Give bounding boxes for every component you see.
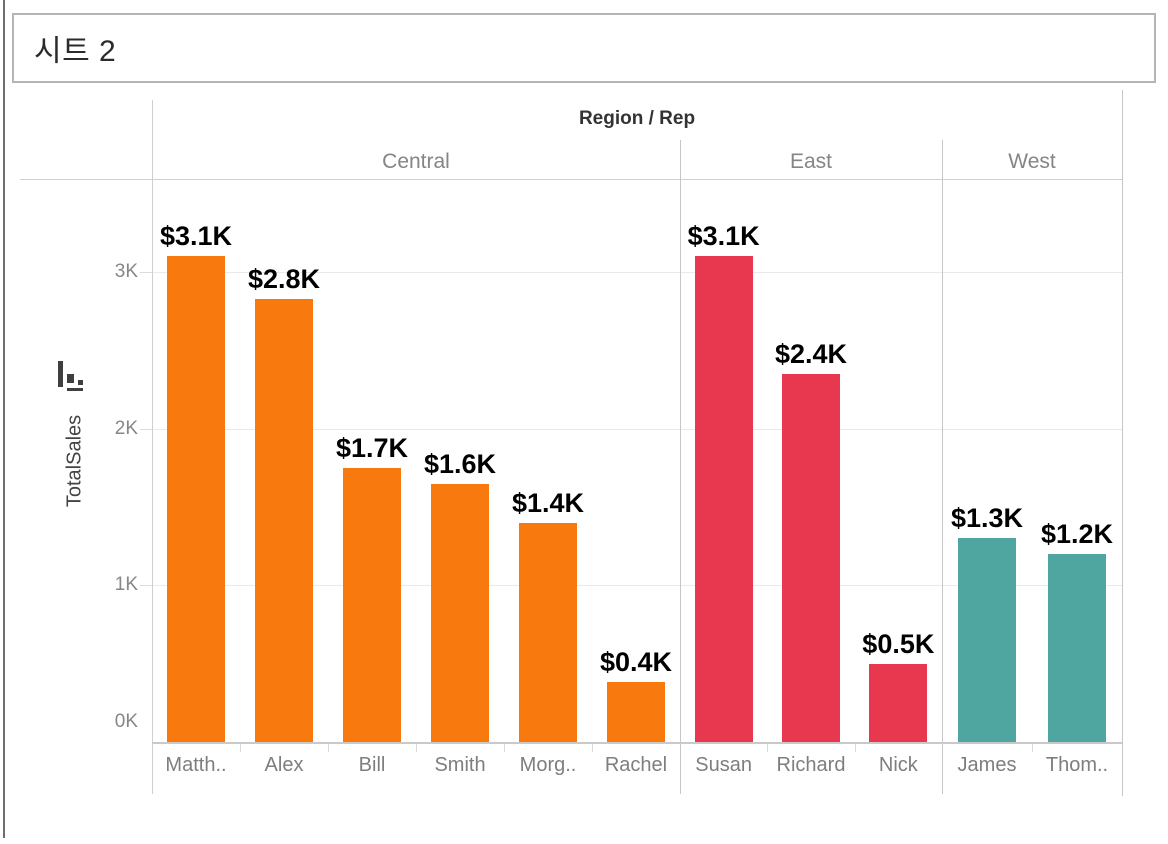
x-axis-tick: [592, 743, 593, 752]
x-axis-baseline: [152, 742, 1122, 744]
x-axis-tick: [416, 743, 417, 752]
region-divider: [942, 140, 943, 794]
bar-value-label: $1.6K: [423, 448, 497, 479]
bar[interactable]: [869, 663, 928, 742]
y-gridline: [152, 585, 1122, 587]
x-axis-tick: [854, 743, 856, 752]
bar-value-label: $3.1K: [159, 221, 233, 252]
rep-label[interactable]: Susan: [695, 754, 753, 776]
region-header[interactable]: Central: [382, 150, 450, 173]
bar[interactable]: [431, 483, 489, 742]
bar[interactable]: [694, 256, 753, 742]
rep-label[interactable]: Bill: [358, 754, 386, 776]
rep-label[interactable]: James: [957, 754, 1017, 776]
bar-value-label: $2.4K: [774, 338, 848, 369]
bar[interactable]: [167, 256, 225, 742]
y-axis-tick: [140, 428, 152, 430]
window-left-border: [3, 0, 5, 838]
y-gridline: [152, 428, 1122, 430]
y-axis-tick: [140, 272, 152, 273]
x-axis-tick: [767, 743, 769, 752]
rep-label[interactable]: Rachel: [604, 754, 668, 776]
sort-descending-icon[interactable]: [57, 360, 89, 394]
y-gridline: [152, 272, 1122, 273]
x-axis-tick: [328, 743, 329, 752]
bar-value-label: $0.5K: [862, 628, 935, 659]
rep-label[interactable]: Smith: [434, 754, 486, 776]
bar-value-label: $1.4K: [511, 487, 585, 518]
region-divider: [680, 140, 681, 794]
rep-label[interactable]: Morg..: [519, 754, 577, 776]
rep-label[interactable]: Matth..: [165, 754, 227, 776]
y-axis-tick: [140, 585, 152, 587]
y-tick-label: 3K: [114, 261, 138, 282]
x-axis-tick: [240, 743, 241, 752]
sheet-title-box[interactable]: 시트 2: [12, 13, 1156, 83]
bar[interactable]: [255, 298, 313, 742]
region-header[interactable]: West: [1008, 150, 1056, 173]
y-axis-line: [152, 100, 153, 794]
y-tick-label: 2K: [114, 417, 138, 439]
rep-label[interactable]: Alex: [264, 754, 304, 776]
bar[interactable]: [607, 682, 665, 742]
rep-label[interactable]: Richard: [776, 754, 846, 776]
bar-value-label: $1.7K: [335, 432, 409, 463]
y-tick-label: 1K: [114, 574, 138, 596]
pane-right-border: [1122, 90, 1123, 796]
bar[interactable]: [519, 522, 577, 742]
rep-label[interactable]: Thom..: [1045, 754, 1109, 776]
bar-value-label: $1.2K: [1040, 519, 1114, 549]
bar-value-label: $0.4K: [599, 647, 673, 678]
x-axis-tick: [504, 743, 505, 752]
region-header[interactable]: East: [789, 150, 833, 173]
bar-value-label: $1.3K: [950, 503, 1024, 534]
y-tick-label: 0K: [114, 711, 138, 732]
column-field-label[interactable]: Region / Rep: [578, 108, 696, 129]
sheet-title: 시트 2: [34, 35, 117, 68]
header-separator: [20, 179, 1122, 180]
bar-value-label: $3.1K: [687, 221, 760, 252]
bar[interactable]: [958, 538, 1016, 742]
bar[interactable]: [782, 373, 840, 742]
bar-value-label: $2.8K: [247, 263, 321, 294]
bar[interactable]: [1048, 554, 1106, 742]
x-axis-tick: [1032, 743, 1033, 752]
rep-label[interactable]: Nick: [878, 754, 918, 776]
bar[interactable]: [343, 467, 401, 742]
